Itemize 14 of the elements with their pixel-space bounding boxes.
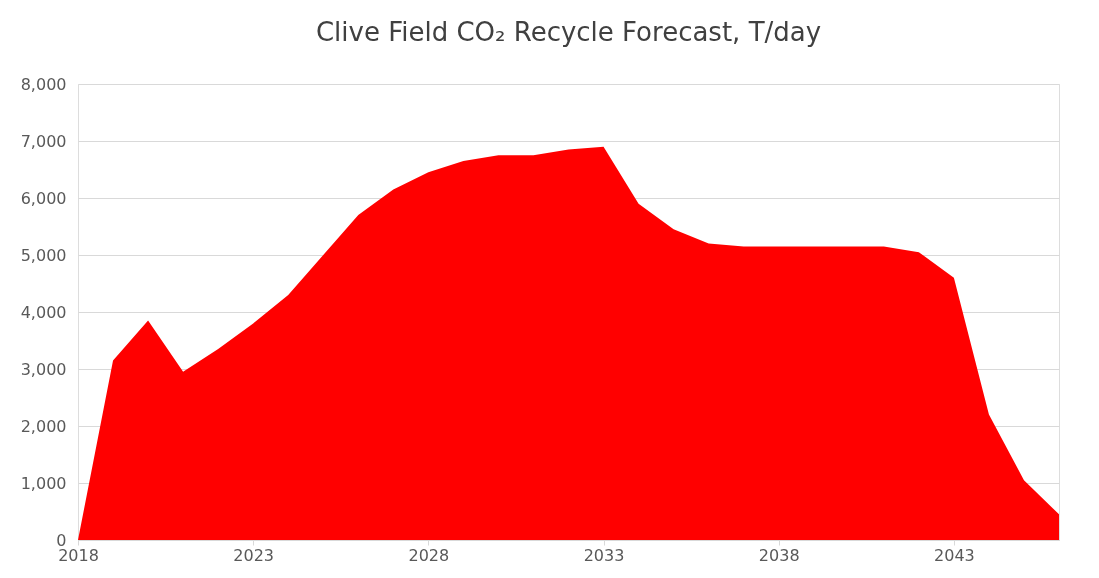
x-tick-label: 2028 [408,545,450,565]
y-tick-label: 5,000 [20,245,67,265]
y-tick-label: 7,000 [20,131,67,151]
y-tick-label: 6,000 [20,188,67,208]
chart-title: Clive Field CO₂ Recycle Forecast, T/day [315,17,822,47]
x-tick-label: 2023 [233,545,275,565]
x-tick-label: 2038 [758,545,800,565]
x-tick-label: 2043 [934,545,975,565]
y-tick-label: 8,000 [20,74,67,94]
y-tick-label: 3,000 [20,359,67,379]
x-tick-label: 2033 [583,545,625,565]
y-tick-label: 2,000 [20,416,67,436]
y-tick-label: 1,000 [20,473,67,493]
y-tick-label: 4,000 [20,302,67,322]
